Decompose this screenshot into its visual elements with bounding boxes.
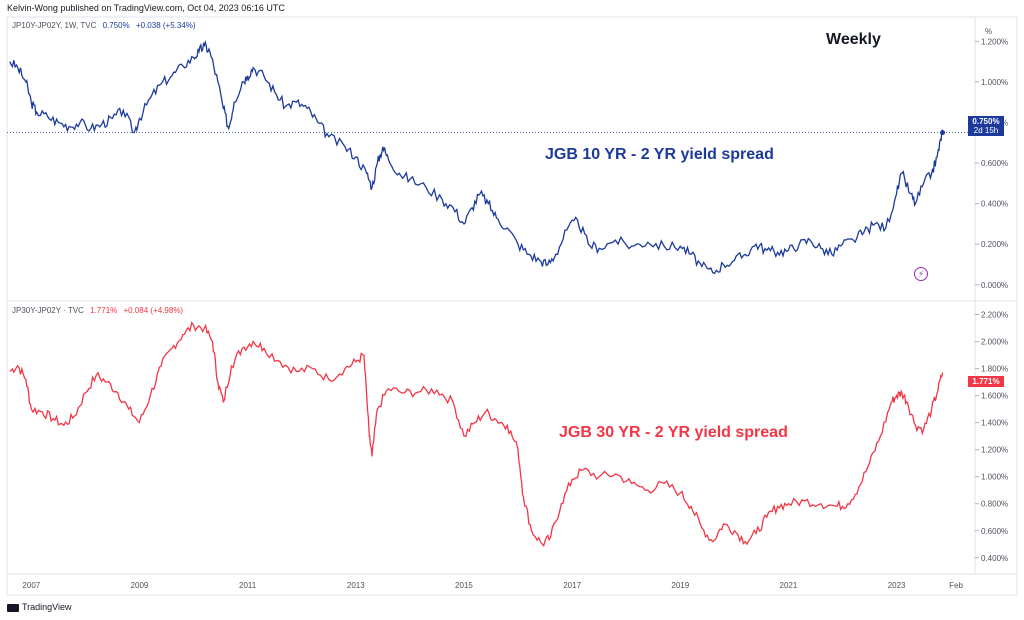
x-tick-label: 2009 bbox=[131, 581, 149, 590]
bottom-y-tick-label: 0.800% bbox=[981, 500, 1008, 509]
top-last-value-tag: 0.750% 2d 15h bbox=[968, 116, 1004, 136]
x-tick-label: 2021 bbox=[780, 581, 798, 590]
bottom-y-tick-label: 1.000% bbox=[981, 473, 1008, 482]
publisher-line: Kelvin-Wong published on TradingView.com… bbox=[7, 3, 285, 13]
bottom-last-value-text: 1.771% bbox=[972, 377, 1000, 386]
bottom-legend-change: +0.084 (+4.98%) bbox=[123, 306, 184, 315]
top-y-tick-label: 0.200% bbox=[981, 240, 1008, 249]
x-tick-label: 2011 bbox=[239, 581, 257, 590]
top-legend[interactable]: JP10Y-JP02Y, 1W, TVC 0.750% +0.038 (+5.3… bbox=[12, 21, 196, 30]
top-series-line[interactable] bbox=[9, 39, 944, 275]
bottom-y-tick-label: 1.600% bbox=[981, 392, 1008, 401]
top-last-point-marker bbox=[940, 130, 946, 136]
bottom-pane[interactable]: JP30Y-JP02Y · TVC 1.771% +0.084 (+4.98%) bbox=[7, 302, 1017, 574]
weekly-annotation: Weekly bbox=[826, 31, 881, 48]
x-tick-label: 2015 bbox=[455, 581, 473, 590]
bottom-y-tick-label: 1.400% bbox=[981, 419, 1008, 428]
lightning-icon[interactable]: ⚡ bbox=[914, 267, 928, 281]
footer-brand-text: TradingView bbox=[22, 602, 72, 612]
x-tick-label: 2013 bbox=[347, 581, 365, 590]
bottom-y-tick-label: 2.200% bbox=[981, 311, 1008, 320]
bottom-last-value-tag: 1.771% bbox=[968, 376, 1004, 387]
bottom-legend-value: 1.771% bbox=[90, 306, 118, 315]
top-y-tick-label: 0.000% bbox=[981, 281, 1008, 290]
tradingview-logo-icon bbox=[7, 603, 19, 612]
top-legend-symbol: JP10Y-JP02Y, 1W, TVC bbox=[12, 21, 97, 30]
top-countdown-text: 2d 15h bbox=[973, 126, 999, 135]
top-legend-change: +0.038 (+5.34%) bbox=[135, 21, 196, 30]
bottom-spread-annotation: JGB 30 YR - 2 YR yield spread bbox=[559, 424, 788, 441]
top-y-tick-label: 1.200% bbox=[981, 37, 1008, 46]
top-y-tick-label: 0.600% bbox=[981, 159, 1008, 168]
bottom-y-tick-label: 1.200% bbox=[981, 446, 1008, 455]
top-y-tick-label: 0.400% bbox=[981, 200, 1008, 209]
bottom-y-tick-label: 1.800% bbox=[981, 365, 1008, 374]
top-last-value-text: 0.750% bbox=[972, 117, 1000, 126]
x-tick-label: 2017 bbox=[563, 581, 581, 590]
x-tick-label: Feb bbox=[949, 581, 963, 590]
bottom-y-tick-label: 2.000% bbox=[981, 338, 1008, 347]
axis-unit-label: % bbox=[985, 27, 992, 36]
bottom-series-line[interactable] bbox=[9, 320, 944, 547]
top-pane[interactable]: JP10Y-JP02Y, 1W, TVC 0.750% +0.038 (+5.3… bbox=[7, 17, 1017, 300]
bottom-legend[interactable]: JP30Y-JP02Y · TVC 1.771% +0.084 (+4.98%) bbox=[12, 306, 183, 315]
top-legend-value: 0.750% bbox=[102, 21, 130, 30]
bottom-y-tick-label: 0.400% bbox=[981, 554, 1008, 563]
bottom-y-tick-label: 0.600% bbox=[981, 527, 1008, 536]
x-tick-label: 2019 bbox=[671, 581, 689, 590]
x-tick-label: 2007 bbox=[22, 581, 40, 590]
footer-brand[interactable]: TradingView bbox=[7, 602, 72, 612]
bottom-legend-symbol: JP30Y-JP02Y · TVC bbox=[12, 306, 84, 315]
x-tick-label: 2023 bbox=[888, 581, 906, 590]
top-spread-annotation: JGB 10 YR - 2 YR yield spread bbox=[545, 146, 774, 163]
top-y-tick-label: 1.000% bbox=[981, 78, 1008, 87]
